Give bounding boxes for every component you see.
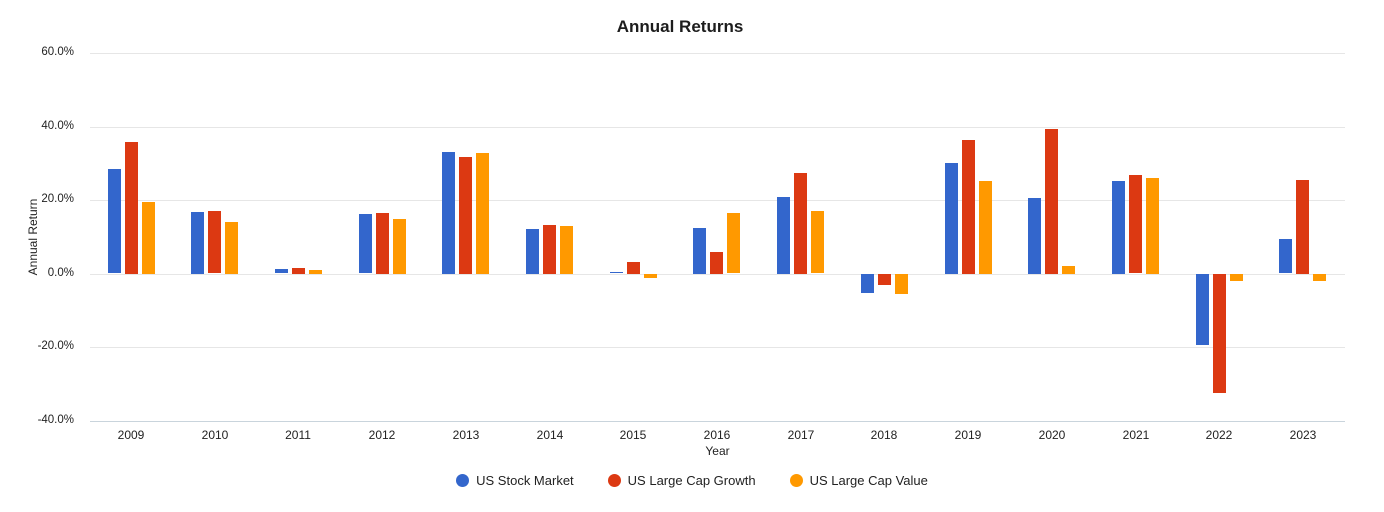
bar-us-stock-market-2015: [610, 272, 623, 273]
y-tick-label-0: 0.0%: [47, 267, 74, 279]
bar-us-stock-market-2009: [108, 169, 121, 273]
bar-us-large-cap-value-2011: [309, 270, 322, 274]
x-tick-label-2014: 2014: [536, 428, 564, 442]
bar-us-large-cap-growth-2014: [543, 225, 556, 274]
bar-us-large-cap-value-2019: [979, 181, 992, 274]
bar-us-stock-market-2014: [526, 229, 539, 274]
x-tick-label-2017: 2017: [787, 428, 815, 442]
bar-us-large-cap-growth-2023: [1296, 180, 1309, 274]
legend-marker-us-stock-market-icon: [456, 474, 470, 487]
bar-us-large-cap-growth-2020: [1045, 129, 1058, 274]
bar-us-large-cap-value-2015: [644, 274, 657, 278]
bar-us-large-cap-value-2013: [476, 153, 489, 274]
bar-us-large-cap-value-2009: [142, 202, 155, 274]
bar-us-large-cap-growth-2016: [710, 252, 723, 274]
bar-us-large-cap-growth-2019: [962, 140, 975, 274]
x-tick-label-2012: 2012: [368, 428, 396, 442]
bar-us-stock-market-2021: [1112, 181, 1125, 274]
bar-us-large-cap-growth-2009: [125, 142, 138, 274]
y-tick-label-40: 40.0%: [41, 120, 74, 132]
x-axis-title: Year: [705, 444, 730, 458]
bar-us-stock-market-2023: [1279, 239, 1292, 273]
legend-marker-us-large-cap-growth-icon: [607, 474, 621, 487]
bar-us-large-cap-value-2017: [811, 211, 824, 273]
legend: US Stock Market US Large Cap Growth US L…: [0, 473, 1384, 488]
x-tick-label-2015: 2015: [619, 428, 647, 442]
bar-us-large-cap-value-2018: [895, 274, 908, 294]
y-tick-label--40: -40.0%: [37, 414, 74, 426]
y-tick-label-60: 60.0%: [41, 46, 74, 58]
x-tick-label-2013: 2013: [452, 428, 480, 442]
bar-us-large-cap-growth-2021: [1129, 175, 1142, 273]
y-tick-label--20: -20.0%: [37, 340, 74, 352]
x-tick-label-2021: 2021: [1122, 428, 1150, 442]
bar-us-large-cap-value-2010: [225, 222, 238, 274]
bar-us-stock-market-2017: [777, 197, 790, 274]
x-tick-label-2011: 2011: [285, 428, 311, 442]
gridline-60: [90, 53, 1345, 54]
legend-label-us-large-cap-growth: US Large Cap Growth: [627, 473, 756, 488]
bar-us-large-cap-growth-2012: [376, 213, 389, 274]
bar-us-large-cap-growth-2013: [459, 157, 472, 274]
bar-us-large-cap-growth-2011: [292, 268, 305, 274]
bar-us-large-cap-value-2016: [727, 213, 740, 273]
x-tick-label-2023: 2023: [1289, 428, 1317, 442]
legend-label-us-large-cap-value: US Large Cap Value: [809, 473, 928, 488]
x-tick-label-2018: 2018: [870, 428, 898, 442]
y-axis-title: Annual Return: [26, 198, 40, 276]
chart-title: Annual Returns: [616, 17, 744, 36]
bar-us-large-cap-growth-2010: [208, 211, 221, 273]
y-tick-label-20: 20.0%: [41, 193, 74, 205]
bar-us-large-cap-growth-2022: [1213, 274, 1226, 393]
bar-us-stock-market-2020: [1028, 198, 1041, 274]
gridline--40: [90, 421, 1345, 422]
bar-us-stock-market-2016: [693, 228, 706, 274]
x-tick-label-2022: 2022: [1205, 428, 1233, 442]
legend-item-us-large-cap-value: US Large Cap Value: [789, 473, 928, 488]
bar-us-large-cap-value-2021: [1146, 178, 1159, 274]
bar-us-stock-market-2013: [442, 152, 455, 274]
bar-us-large-cap-value-2020: [1062, 266, 1075, 274]
bar-us-stock-market-2011: [275, 269, 288, 273]
bar-us-stock-market-2018: [861, 274, 874, 293]
legend-marker-us-large-cap-value-icon: [789, 474, 803, 487]
legend-item-us-stock-market: US Stock Market: [456, 473, 574, 488]
legend-label-us-stock-market: US Stock Market: [476, 473, 574, 488]
bar-us-stock-market-2012: [359, 214, 372, 273]
x-tick-label-2009: 2009: [117, 428, 145, 442]
x-tick-label-2019: 2019: [954, 428, 982, 442]
gridline--20: [90, 347, 1345, 348]
gridline-20: [90, 200, 1345, 201]
bar-us-stock-market-2019: [945, 163, 958, 274]
legend-item-us-large-cap-growth: US Large Cap Growth: [607, 473, 756, 488]
bar-us-large-cap-value-2014: [560, 226, 573, 274]
x-tick-label-2010: 2010: [201, 428, 229, 442]
bar-us-large-cap-growth-2018: [878, 274, 891, 285]
gridline-0: [90, 274, 1345, 275]
bar-us-large-cap-growth-2015: [627, 262, 640, 274]
x-tick-label-2020: 2020: [1038, 428, 1066, 442]
x-tick-label-2016: 2016: [703, 428, 731, 442]
gridline-40: [90, 127, 1345, 128]
bar-us-large-cap-value-2023: [1313, 274, 1326, 281]
bar-us-stock-market-2010: [191, 212, 204, 274]
bar-us-large-cap-value-2012: [393, 219, 406, 274]
bar-us-stock-market-2022: [1196, 274, 1209, 345]
bar-us-large-cap-value-2022: [1230, 274, 1243, 281]
bar-us-large-cap-growth-2017: [794, 173, 807, 274]
